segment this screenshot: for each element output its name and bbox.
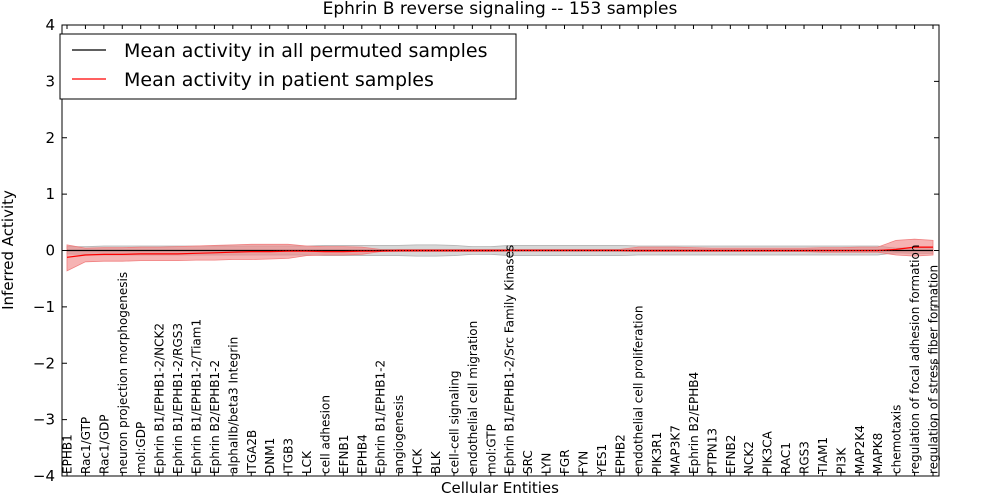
x-tick-label: chemotaxis: [890, 405, 904, 474]
x-tick-label: alphaIIb/beta3 Integrin: [226, 337, 240, 474]
x-tick-label: ITGB3: [282, 438, 296, 474]
x-tick-label: FGR: [558, 449, 572, 474]
y-tick-label: 1: [45, 185, 55, 203]
band-patient: [66, 238, 934, 272]
x-tick-label: endothelial cell migration: [466, 321, 480, 474]
y-tick-label: 0: [45, 242, 55, 260]
x-tick-label: SRC: [521, 450, 535, 474]
x-tick-label: Ephrin B1/EPHB1-2/NCK2: [153, 323, 167, 474]
x-tick-label: EPHB4: [355, 434, 369, 474]
x-tick-label: YES1: [595, 444, 609, 475]
y-tick-label: 2: [45, 129, 55, 147]
x-tick-label: ITGA2B: [245, 430, 259, 474]
x-tick-label: MAPK8: [871, 433, 885, 474]
y-axis: −4 −3 −2 −1 0 1 2 3 4: [33, 16, 939, 485]
x-tick-label: regulation of stress fiber formation: [927, 265, 941, 474]
legend: Mean activity in all permuted samples Me…: [59, 33, 517, 100]
y-tick-label: −2: [33, 354, 55, 372]
chart-title: Ephrin B reverse signaling -- 153 sample…: [323, 0, 678, 19]
x-tick-label: Ephrin B1/EPHB1-2/Src Family Kinases: [503, 245, 517, 474]
x-tick-label: regulation of focal adhesion formation: [908, 245, 922, 474]
x-tick-label: Ephrin B2/EPHB4: [687, 372, 701, 474]
x-tick-label: PIK3CA: [761, 430, 775, 474]
x-tick-label: Rac1/GTP: [79, 417, 93, 474]
y-tick-label: −4: [33, 467, 55, 485]
x-tick-label: angiogenesis: [392, 395, 406, 474]
x-tick-label: cell adhesion: [319, 395, 333, 474]
x-tick-label: neuron projection morphogenesis: [116, 272, 130, 474]
x-tick-label: EFNB2: [724, 435, 738, 474]
y-tick-label: −1: [33, 298, 55, 316]
x-tick-label: mol:GTP: [484, 424, 498, 474]
legend-label-patient: Mean activity in patient samples: [124, 69, 434, 91]
x-tick-label: EFNB1: [337, 435, 351, 474]
x-tick-label: MAP3K7: [669, 425, 683, 474]
x-tick-label: RGS3: [798, 441, 812, 474]
x-tick-label: HCK: [411, 448, 425, 474]
x-tick-label: cell-cell signaling: [447, 371, 461, 475]
x-tick-label: Rac1/GDP: [97, 415, 111, 474]
x-tick-label: Ephrin B1/EPHB1-2/Tiam1: [190, 319, 204, 474]
legend-box: [59, 33, 517, 100]
x-tick-label: TIAM1: [816, 437, 830, 475]
x-tick-label: NCK2: [742, 441, 756, 474]
x-tick-label: PIK3R1: [650, 432, 664, 474]
x-tick-label: Ephrin B1/EPHB1-2/RGS3: [171, 323, 185, 474]
x-tick-label: EPHB1: [61, 434, 75, 474]
y-tick-label: −3: [33, 411, 55, 429]
x-axis-label: Cellular Entities: [441, 479, 559, 497]
x-tick-label: mol:GDP: [134, 422, 148, 474]
x-tick-label: FYN: [576, 451, 590, 474]
x-tick-label: BLK: [429, 450, 443, 474]
x-axis: EPHB1 Rac1/GTP Rac1/GDP neuron projection m…: [61, 25, 941, 476]
x-tick-label: endothelial cell proliferation: [632, 306, 646, 474]
x-tick-label: PTPN13: [705, 428, 719, 474]
x-tick-label: Ephrin B2/EPHB1-2: [208, 360, 222, 474]
x-tick-label: PI3K: [834, 447, 848, 474]
y-axis-label: Inferred Activity: [0, 190, 17, 310]
x-tick-label: DNM1: [263, 438, 277, 474]
x-tick-label: LYN: [540, 453, 554, 474]
x-tick-label: MAP2K4: [853, 425, 867, 474]
legend-label-permuted: Mean activity in all permuted samples: [124, 40, 487, 62]
y-tick-label: 4: [45, 16, 55, 34]
y-tick-label: 3: [45, 72, 55, 90]
x-tick-label: EPHB2: [613, 434, 627, 474]
x-tick-label: RAC1: [779, 442, 793, 474]
x-tick-label: LCK: [300, 450, 314, 474]
x-tick-label: Ephrin B1/EPHB1-2: [374, 360, 388, 474]
